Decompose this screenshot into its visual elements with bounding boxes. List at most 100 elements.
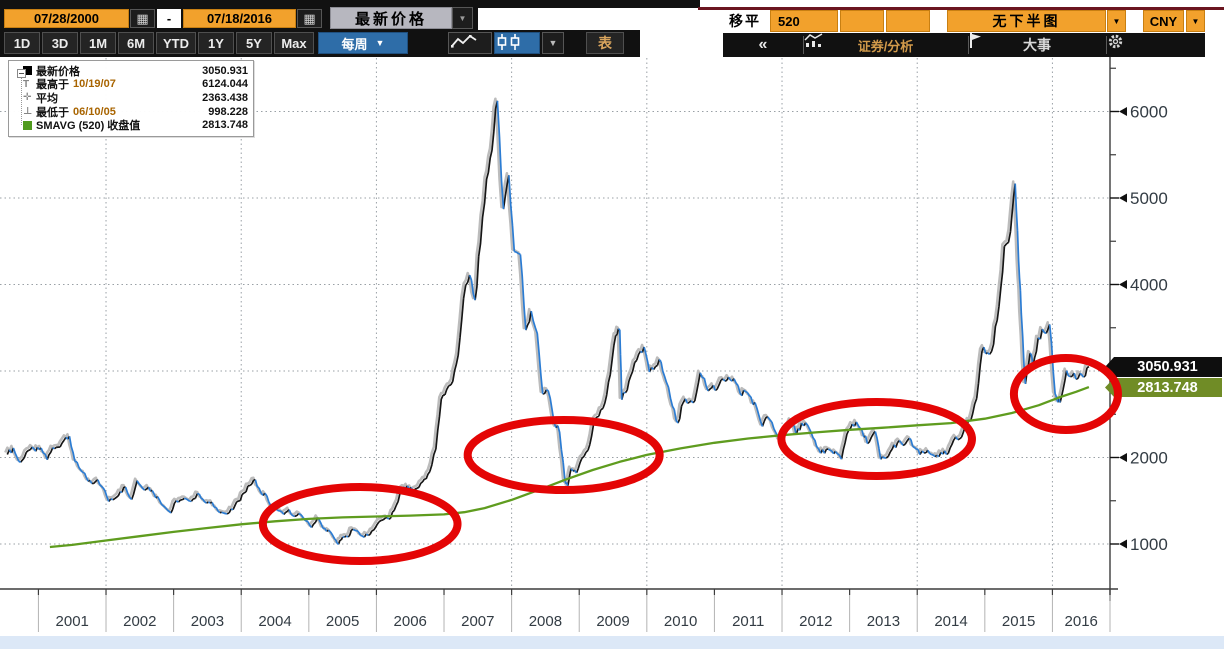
legend-tree-line	[21, 77, 22, 125]
securities-analysis-button[interactable]: 证券/分析	[804, 33, 967, 57]
chart-type-dropdown-button[interactable]: ▼	[542, 32, 564, 54]
last-price-swatch-icon	[23, 66, 36, 76]
price-series-up-segments	[6, 100, 1090, 545]
x-axis-year-label: 2004	[258, 613, 291, 630]
range-button-1d[interactable]: 1D	[4, 32, 40, 54]
flag-icon	[970, 33, 981, 48]
range-button-5y[interactable]: 5Y	[236, 32, 272, 54]
x-axis-year-label: 2002	[123, 613, 156, 630]
analysis-chart-icon	[804, 33, 823, 47]
high-marker-icon: T	[23, 78, 30, 90]
x-axis-year-label: 2015	[1002, 613, 1035, 630]
legend-label: 最低于	[36, 106, 69, 119]
legend-row-high[interactable]: T 最高于 10/19/07 6124.044	[13, 78, 248, 92]
x-axis-year-label: 2008	[529, 613, 562, 630]
legend-label: 最高于	[36, 79, 69, 92]
bottom-scroll-strip[interactable]	[0, 636, 1224, 649]
collapse-icon: «	[758, 36, 768, 53]
toolbar: 07/28/2000 ▦ - 07/18/2016 ▦ 最新价格 ▼ 1D 3D…	[0, 0, 1224, 57]
x-axis-year-label: 2013	[867, 613, 900, 630]
x-axis-year-label: 2009	[596, 613, 629, 630]
x-axis-year-label: 2012	[799, 613, 832, 630]
x-axis-year-label: 2006	[394, 613, 427, 630]
legend-label: SMAVG (520) 收盘值	[36, 120, 141, 133]
range-button-1y[interactable]: 1Y	[198, 32, 234, 54]
line-chart-icon	[451, 34, 477, 48]
date-to-field[interactable]: 07/18/2016	[183, 9, 296, 28]
ma-period-input-2[interactable]	[840, 10, 884, 32]
date-from-value: 07/28/2000	[33, 11, 100, 26]
legend-value: 3050.931	[202, 64, 248, 77]
last-price-value: 3050.931	[1137, 359, 1198, 375]
price-mode-dropdown[interactable]: 最新价格	[330, 7, 452, 29]
x-axis-year-label: 2007	[461, 613, 494, 630]
range-button-6m[interactable]: 6M	[118, 32, 154, 54]
range-button-1m[interactable]: 1M	[80, 32, 116, 54]
date-separator: -	[157, 9, 181, 28]
range-button-max[interactable]: Max	[274, 32, 314, 54]
y-axis-tick-arrow-icon	[1119, 193, 1127, 203]
y-axis-tick-arrow-icon	[1119, 280, 1127, 289]
y-axis-tick-arrow-icon	[1119, 453, 1127, 462]
legend-row-smavg[interactable]: SMAVG (520) 收盘值 2813.748	[13, 118, 248, 132]
price-mode-dropdown-button[interactable]: ▼	[452, 7, 473, 29]
ma-period-input-3[interactable]	[886, 10, 930, 32]
x-axis-year-label: 2010	[664, 613, 697, 630]
y-axis-tick-label: 4000	[1130, 276, 1168, 295]
legend-label: 最新价格	[36, 65, 80, 78]
lower-panel-dropdown[interactable]: 无下半图	[947, 10, 1106, 32]
date-from-field[interactable]: 07/28/2000	[4, 9, 129, 28]
ma-period-input[interactable]: 520	[770, 10, 838, 32]
x-axis-year-label: 2003	[191, 613, 224, 630]
chevron-down-icon: ▼	[548, 38, 558, 48]
date-to-value: 07/18/2016	[206, 11, 273, 26]
candlestick-type-button[interactable]	[494, 32, 540, 54]
y-axis-tick-label: 1000	[1130, 535, 1168, 554]
chart-legend: 最新价格 3050.931 T 最高于 10/19/07 6124.044 ✛ …	[8, 60, 254, 137]
y-axis-tick-label: 5000	[1130, 189, 1168, 208]
legend-row-last-price[interactable]: 最新价格 3050.931	[13, 64, 248, 78]
window-accent-bar	[698, 7, 1224, 10]
currency-dropdown-button[interactable]: ▼	[1186, 10, 1205, 32]
price-series-shadow	[4, 97, 1088, 544]
legend-date: 06/10/05	[73, 105, 116, 118]
smavg-swatch-icon	[23, 120, 36, 130]
chart-settings-button[interactable]	[1107, 33, 1205, 57]
low-marker-icon: ⊥	[23, 106, 33, 118]
x-axis-year-label: 2001	[56, 613, 89, 630]
lower-panel-dropdown-button[interactable]: ▼	[1107, 10, 1126, 32]
period-dropdown[interactable]: 每周 ▼	[318, 32, 408, 54]
calendar-icon: ▦	[303, 10, 316, 26]
x-axis-year-label: 2011	[732, 613, 764, 630]
x-axis-year-label: 2005	[326, 613, 359, 630]
y-axis-tick-arrow-icon	[1119, 107, 1127, 116]
date-to-calendar-button[interactable]: ▦	[297, 9, 322, 28]
events-button[interactable]: 大事	[969, 33, 1105, 57]
legend-row-low[interactable]: ⊥ 最低于 06/10/05 998.228	[13, 105, 248, 119]
moving-average-label: 移平	[721, 10, 769, 32]
chevron-down-icon: ▼	[375, 38, 385, 48]
price-series-down-segments	[8, 100, 1085, 545]
range-button-ytd[interactable]: YTD	[156, 32, 196, 54]
y-axis-tick-arrow-icon	[1119, 539, 1127, 549]
average-marker-icon: ✛	[23, 92, 32, 104]
range-button-3d[interactable]: 3D	[42, 32, 78, 54]
gear-icon	[1108, 34, 1123, 49]
x-axis-year-label: 2014	[934, 613, 967, 630]
legend-expander-icon[interactable]	[17, 69, 26, 78]
calendar-icon: ▦	[136, 10, 149, 26]
table-view-button[interactable]: 表	[586, 32, 624, 54]
date-from-calendar-button[interactable]: ▦	[130, 9, 155, 28]
chevron-down-icon: ▼	[458, 13, 467, 23]
smavg-value: 2813.748	[1137, 379, 1198, 396]
legend-row-average[interactable]: ✛ 平均 2363.438	[13, 91, 248, 105]
y-axis-tick-label: 2000	[1130, 449, 1168, 468]
last-price-axis-tag: 3050.931	[1105, 357, 1222, 377]
collapse-toolbar-button[interactable]: «	[723, 33, 803, 57]
legend-value: 6124.044	[202, 78, 248, 91]
currency-dropdown[interactable]: CNY	[1143, 10, 1184, 32]
y-axis-tick-label: 6000	[1130, 103, 1168, 122]
chevron-down-icon: ▼	[1112, 16, 1121, 26]
line-chart-type-button[interactable]	[448, 32, 492, 54]
